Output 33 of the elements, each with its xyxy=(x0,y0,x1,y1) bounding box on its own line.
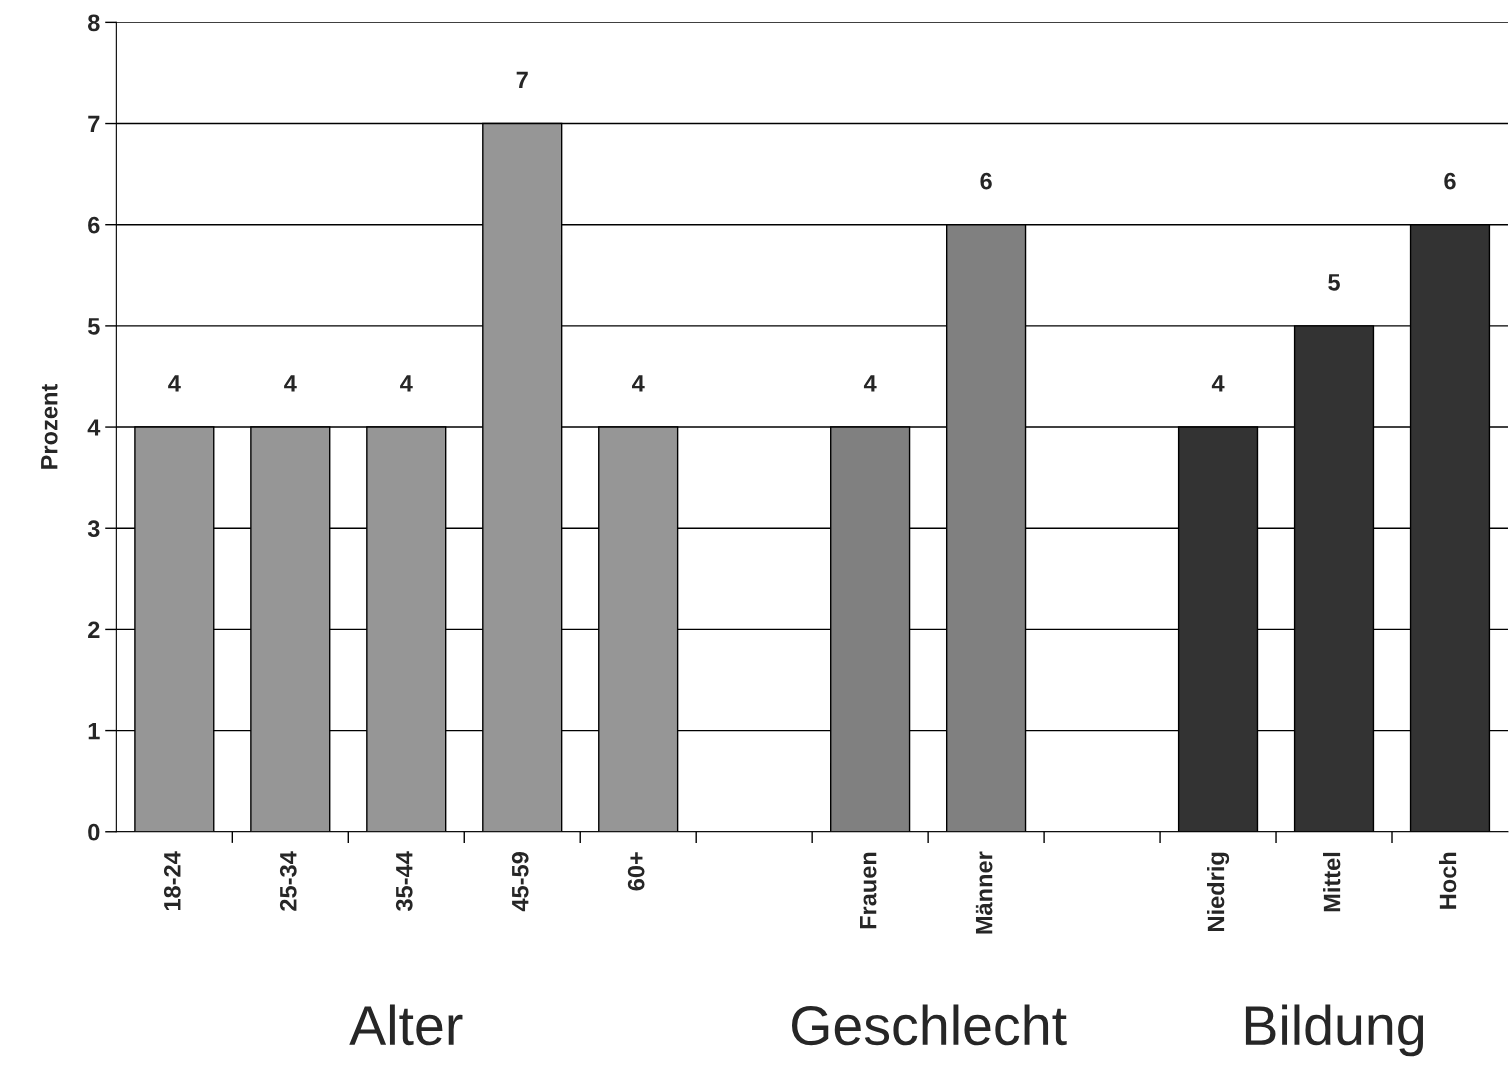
x-tick-label: Frauen xyxy=(860,852,877,929)
data-label: 4 xyxy=(632,375,645,392)
y-tick-label: 1 xyxy=(88,722,100,740)
x-tick-label: Niedrig xyxy=(1207,852,1230,931)
text: Alter xyxy=(349,1004,463,1046)
text: Geschlecht xyxy=(791,1004,1067,1046)
y-axis-title: Prozent xyxy=(41,384,58,469)
x-tick-label: 45-59 xyxy=(511,852,529,912)
y-tick-label: 2 xyxy=(88,621,100,638)
data-label: 5 xyxy=(1328,274,1340,291)
y-tick-label: 7 xyxy=(88,115,100,133)
data-label: 6 xyxy=(1444,172,1456,190)
y-tick-label: 6 xyxy=(88,216,100,234)
x-tick-label: 18-24 xyxy=(163,851,181,911)
y-tick-label: 3 xyxy=(87,520,100,538)
y-tick-label: 8 xyxy=(87,14,100,32)
y-tick-label: 0 xyxy=(88,823,100,841)
x-tick-label: Hoch xyxy=(1438,852,1457,909)
x-tick-label: 35-44 xyxy=(395,851,413,912)
x-tick-label: Mittel xyxy=(1323,852,1341,912)
x-tick-label: 60+ xyxy=(627,852,645,891)
y-tick-label: 4 xyxy=(87,419,101,436)
data-label: 4 xyxy=(284,375,297,392)
data-label: 7 xyxy=(516,71,528,89)
data-label: 4 xyxy=(168,375,181,392)
y-tick-label: 5 xyxy=(87,318,100,335)
x-tick-label: Männer xyxy=(975,851,993,934)
x-tick-label: 25-34 xyxy=(279,851,297,911)
data-label: 4 xyxy=(863,375,877,392)
data-label: 6 xyxy=(980,172,992,190)
text: Bildung xyxy=(1245,1004,1424,1057)
data-label: 4 xyxy=(400,375,413,392)
data-label: 4 xyxy=(1211,375,1225,392)
